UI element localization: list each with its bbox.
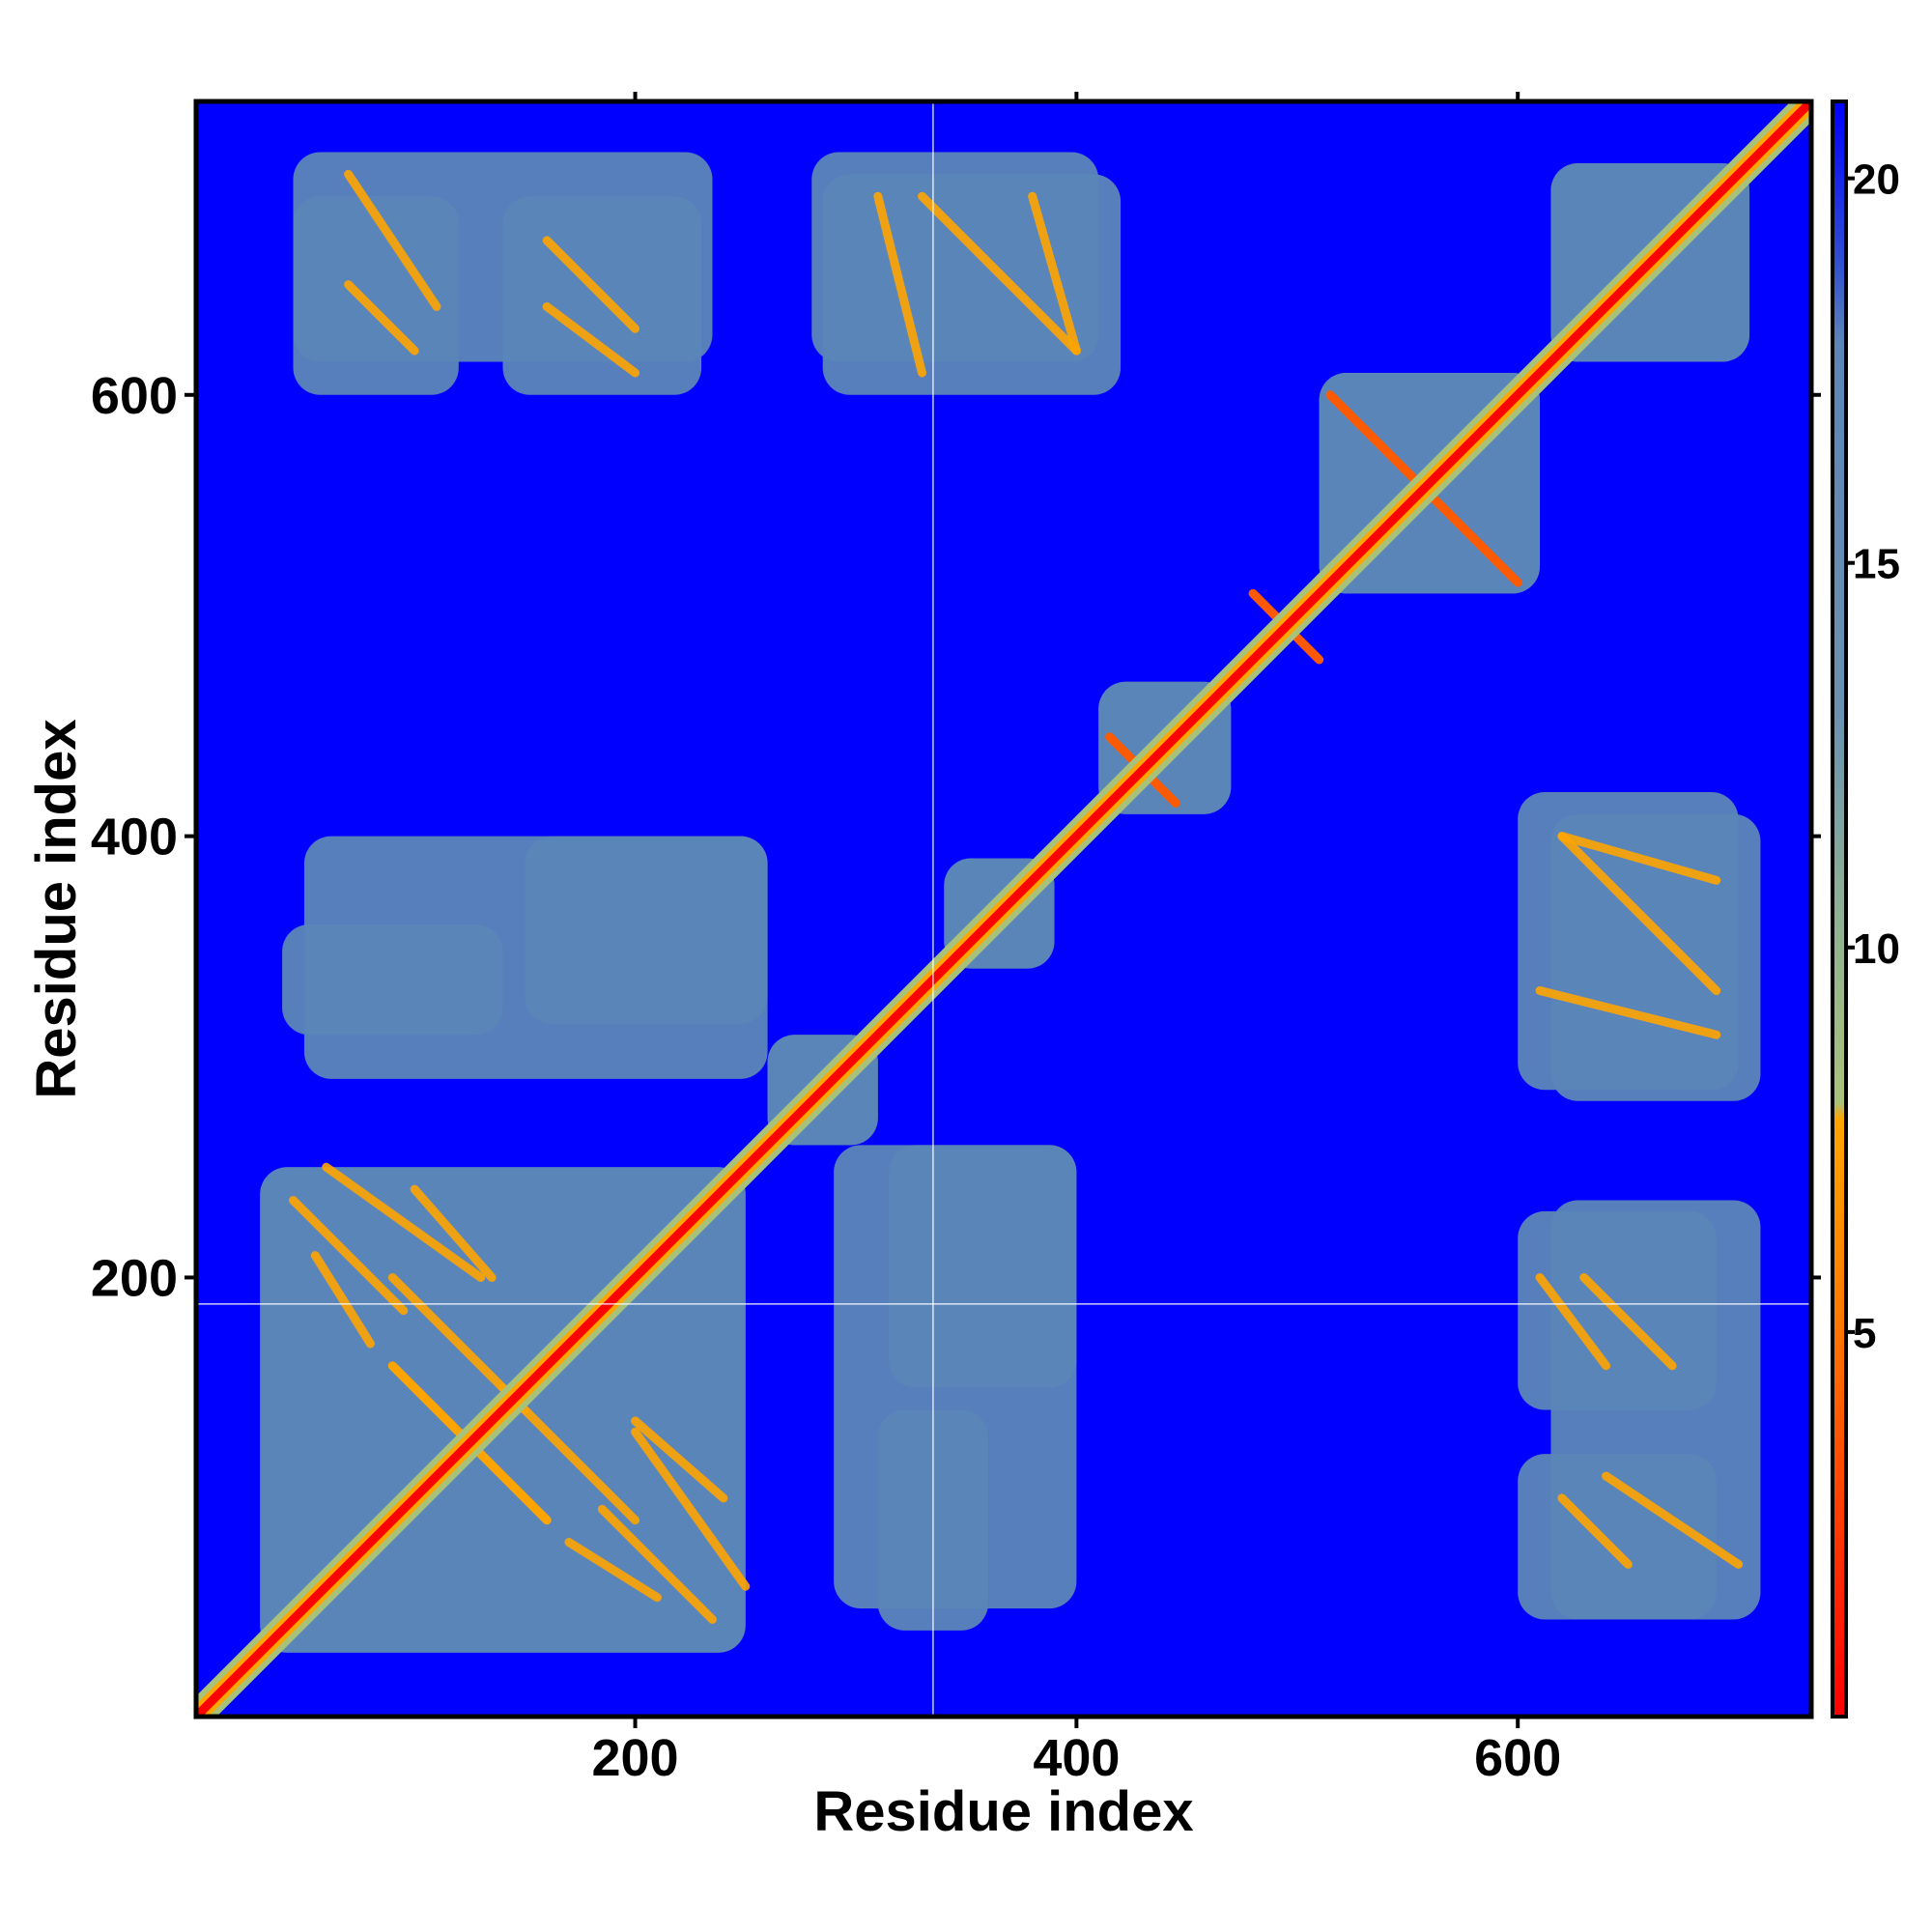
axis-ticks: 200 400 600 200 400 600 xyxy=(91,92,1821,1787)
colorbar-tick-label-20: 20 xyxy=(1853,156,1900,204)
colorbar-tick-label-5: 5 xyxy=(1853,1310,1876,1357)
contact-region-12-mirror xyxy=(525,836,768,1024)
contact-line-9 xyxy=(1028,191,1081,355)
contact-line-5-mirror xyxy=(310,1251,375,1349)
x-tick-label-400: 400 xyxy=(1033,1729,1120,1787)
contact-line-8-mirror xyxy=(1535,986,1721,1039)
contact-line-0-mirror xyxy=(597,1504,717,1624)
contact-line-6-mirror xyxy=(1557,1493,1633,1569)
contact-line-4-mirror xyxy=(322,1162,486,1282)
contact-line-11-mirror xyxy=(344,169,441,311)
contact-region-13-mirror xyxy=(282,923,503,1036)
y-tick-label-200: 200 xyxy=(91,1249,178,1307)
colorbar-tick-label-10: 10 xyxy=(1853,925,1900,973)
x-tick-label-200: 200 xyxy=(591,1729,678,1787)
contact-line-6 xyxy=(344,280,419,355)
contact-line-10-mirror xyxy=(917,191,1081,355)
contact-line-7 xyxy=(542,301,640,378)
contact-line-0 xyxy=(289,1196,409,1316)
contact-line-12-mirror xyxy=(542,236,640,333)
contact-line-5 xyxy=(564,1538,662,1603)
colorbar-ticks: 5 10 15 20 xyxy=(1846,156,1900,1357)
plot-frame xyxy=(193,99,1814,1719)
contact-line-10 xyxy=(1557,832,1721,996)
y-tick-label-400: 400 xyxy=(91,809,178,867)
contact-line-3-mirror xyxy=(387,1272,529,1415)
y-axis-title: Residue index xyxy=(25,719,88,1098)
reference-lines xyxy=(196,101,1811,1717)
contact-region-10-mirror xyxy=(293,152,713,362)
contact-line-1 xyxy=(410,1184,497,1282)
contact-line-11 xyxy=(1602,1471,1744,1569)
heatmap-cells xyxy=(196,101,1811,1717)
contact-line-9-mirror xyxy=(1557,832,1721,885)
contact-line-1-mirror xyxy=(631,1416,728,1503)
colorbar-tick-label-15: 15 xyxy=(1853,541,1900,588)
contact-region-10 xyxy=(1550,1200,1761,1620)
contact-line-12 xyxy=(1579,1272,1677,1371)
contact-region-12 xyxy=(889,1145,1077,1388)
diagonal-band-core xyxy=(196,101,1811,1717)
colorbar xyxy=(1831,99,1848,1719)
contact-line-8 xyxy=(873,191,926,378)
y-tick-label-600: 600 xyxy=(91,367,178,425)
x-tick-label-600: 600 xyxy=(1474,1729,1561,1787)
contact-line-4 xyxy=(631,1427,751,1591)
contact-line-7-mirror xyxy=(1535,1272,1611,1371)
x-axis-title: Residue index xyxy=(813,1780,1193,1843)
